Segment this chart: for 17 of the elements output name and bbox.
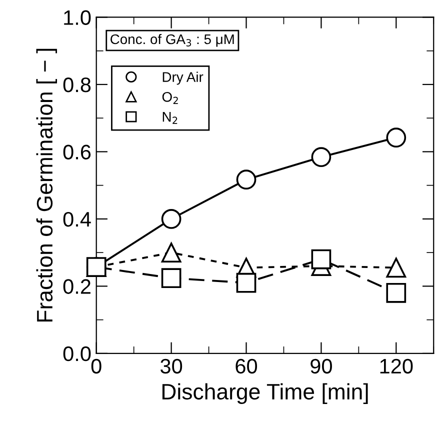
y-tick-label: 0.8 [63,77,91,92]
legend-label: O$_{2}$ [162,92,178,104]
y-tick-label: 0.4 [63,212,91,227]
x-axis-title: Discharge Time [min] [162,383,368,404]
y-tick-label: 1.0 [64,10,91,25]
legend-label: N$_{2}$ [162,112,178,124]
legend-title: Conc. of GA$_{3}$ : 5 μM [110,34,234,47]
y-tick-label: 0.6 [63,144,91,160]
y-axis-title: Fraction of Germination [ − ] [36,48,57,322]
x-tick-label: 30 [160,358,182,374]
legend-label: Dry Air [162,72,204,85]
x-tick-label: 120 [380,358,413,374]
x-tick-label: 60 [236,358,258,374]
x-tick-label: 0 [91,358,102,374]
y-tick-label: 0.2 [63,279,90,294]
x-tick-label: 90 [310,358,332,374]
y-tick-label: 0.0 [63,346,91,362]
